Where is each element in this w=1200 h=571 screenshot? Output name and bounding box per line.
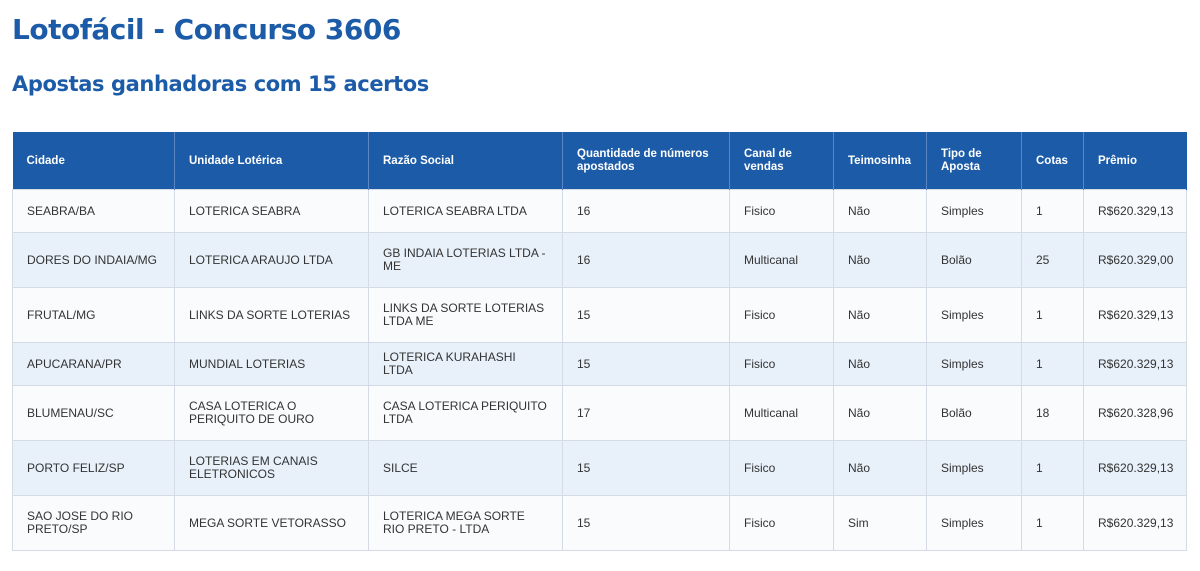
cell-unidade-loterica: MUNDIAL LOTERIAS bbox=[174, 342, 369, 386]
cell-canal-vendas: Fisico bbox=[729, 440, 834, 496]
cell-cidade: SAO JOSE DO RIO PRETO/SP bbox=[12, 495, 175, 551]
section-title: Apostas ganhadoras com 15 acertos bbox=[12, 72, 429, 96]
cell-razao-social: CASA LOTERICA PERIQUITO LTDA bbox=[368, 385, 563, 441]
cell-premio: R$620.329,13 bbox=[1083, 440, 1187, 496]
table-header: Cidade Unidade Lotérica Razão Social Qua… bbox=[12, 132, 1187, 190]
cell-cidade: SEABRA/BA bbox=[12, 189, 175, 233]
cell-cotas: 18 bbox=[1021, 385, 1084, 441]
cell-canal-vendas: Fisico bbox=[729, 495, 834, 551]
cell-cotas: 1 bbox=[1021, 189, 1084, 233]
header-row: Cidade Unidade Lotérica Razão Social Qua… bbox=[12, 132, 1187, 190]
table-row: PORTO FELIZ/SP LOTERIAS EM CANAIS ELETRO… bbox=[12, 440, 1187, 496]
cell-cidade: APUCARANA/PR bbox=[12, 342, 175, 386]
cell-canal-vendas: Fisico bbox=[729, 342, 834, 386]
cell-canal-vendas: Multicanal bbox=[729, 232, 834, 288]
cell-razao-social: SILCE bbox=[368, 440, 563, 496]
column-header-razao-social: Razão Social bbox=[368, 132, 563, 190]
cell-tipo-aposta: Simples bbox=[926, 495, 1022, 551]
cell-cotas: 1 bbox=[1021, 342, 1084, 386]
column-header-cidade: Cidade bbox=[12, 132, 175, 190]
cell-teimosinha: Sim bbox=[833, 495, 927, 551]
cell-unidade-loterica: MEGA SORTE VETORASSO bbox=[174, 495, 369, 551]
cell-unidade-loterica: LOTERIAS EM CANAIS ELETRONICOS bbox=[174, 440, 369, 496]
table-row: SAO JOSE DO RIO PRETO/SP MEGA SORTE VETO… bbox=[12, 495, 1187, 551]
cell-quantidade-numeros: 15 bbox=[562, 287, 730, 343]
cell-teimosinha: Não bbox=[833, 440, 927, 496]
cell-cidade: PORTO FELIZ/SP bbox=[12, 440, 175, 496]
cell-cotas: 1 bbox=[1021, 495, 1084, 551]
column-header-teimosinha: Teimosinha bbox=[833, 132, 927, 190]
cell-quantidade-numeros: 17 bbox=[562, 385, 730, 441]
cell-razao-social: LOTERICA MEGA SORTE RIO PRETO - LTDA bbox=[368, 495, 563, 551]
cell-teimosinha: Não bbox=[833, 342, 927, 386]
table-row: FRUTAL/MG LINKS DA SORTE LOTERIAS LINKS … bbox=[12, 287, 1187, 343]
cell-razao-social: LOTERICA KURAHASHI LTDA bbox=[368, 342, 563, 386]
winners-table-container: Cidade Unidade Lotérica Razão Social Qua… bbox=[12, 132, 1187, 551]
cell-unidade-loterica: LOTERICA SEABRA bbox=[174, 189, 369, 233]
cell-teimosinha: Não bbox=[833, 232, 927, 288]
cell-premio: R$620.329,13 bbox=[1083, 495, 1187, 551]
cell-teimosinha: Não bbox=[833, 287, 927, 343]
cell-razao-social: LINKS DA SORTE LOTERIAS LTDA ME bbox=[368, 287, 563, 343]
cell-quantidade-numeros: 16 bbox=[562, 232, 730, 288]
cell-quantidade-numeros: 15 bbox=[562, 440, 730, 496]
cell-tipo-aposta: Simples bbox=[926, 440, 1022, 496]
cell-unidade-loterica: LINKS DA SORTE LOTERIAS bbox=[174, 287, 369, 343]
column-header-unidade-loterica: Unidade Lotérica bbox=[174, 132, 369, 190]
cell-cotas: 25 bbox=[1021, 232, 1084, 288]
cell-quantidade-numeros: 15 bbox=[562, 342, 730, 386]
page-title: Lotofácil - Concurso 3606 bbox=[12, 13, 401, 46]
cell-unidade-loterica: CASA LOTERICA O PERIQUITO DE OURO bbox=[174, 385, 369, 441]
cell-tipo-aposta: Simples bbox=[926, 189, 1022, 233]
cell-premio: R$620.329,13 bbox=[1083, 342, 1187, 386]
column-header-canal-vendas: Canal de vendas bbox=[729, 132, 834, 190]
column-header-premio: Prêmio bbox=[1083, 132, 1187, 190]
table-row: DORES DO INDAIA/MG LOTERICA ARAUJO LTDA … bbox=[12, 232, 1187, 288]
cell-tipo-aposta: Simples bbox=[926, 287, 1022, 343]
column-header-cotas: Cotas bbox=[1021, 132, 1084, 190]
column-header-quantidade-numeros: Quantidade de números apostados bbox=[562, 132, 730, 190]
cell-cotas: 1 bbox=[1021, 440, 1084, 496]
cell-tipo-aposta: Bolão bbox=[926, 232, 1022, 288]
winners-table: Cidade Unidade Lotérica Razão Social Qua… bbox=[12, 132, 1187, 551]
table-row: APUCARANA/PR MUNDIAL LOTERIAS LOTERICA K… bbox=[12, 342, 1187, 386]
table-body: SEABRA/BA LOTERICA SEABRA LOTERICA SEABR… bbox=[12, 189, 1187, 551]
cell-tipo-aposta: Simples bbox=[926, 342, 1022, 386]
cell-teimosinha: Não bbox=[833, 189, 927, 233]
cell-quantidade-numeros: 15 bbox=[562, 495, 730, 551]
cell-premio: R$620.329,13 bbox=[1083, 287, 1187, 343]
cell-razao-social: LOTERICA SEABRA LTDA bbox=[368, 189, 563, 233]
table-row: BLUMENAU/SC CASA LOTERICA O PERIQUITO DE… bbox=[12, 385, 1187, 441]
cell-quantidade-numeros: 16 bbox=[562, 189, 730, 233]
cell-cidade: DORES DO INDAIA/MG bbox=[12, 232, 175, 288]
cell-premio: R$620.329,00 bbox=[1083, 232, 1187, 288]
cell-teimosinha: Não bbox=[833, 385, 927, 441]
cell-premio: R$620.328,96 bbox=[1083, 385, 1187, 441]
cell-razao-social: GB INDAIA LOTERIAS LTDA - ME bbox=[368, 232, 563, 288]
cell-tipo-aposta: Bolão bbox=[926, 385, 1022, 441]
cell-unidade-loterica: LOTERICA ARAUJO LTDA bbox=[174, 232, 369, 288]
cell-canal-vendas: Multicanal bbox=[729, 385, 834, 441]
table-row: SEABRA/BA LOTERICA SEABRA LOTERICA SEABR… bbox=[12, 189, 1187, 233]
cell-canal-vendas: Fisico bbox=[729, 189, 834, 233]
cell-premio: R$620.329,13 bbox=[1083, 189, 1187, 233]
cell-cotas: 1 bbox=[1021, 287, 1084, 343]
column-header-tipo-aposta: Tipo de Aposta bbox=[926, 132, 1022, 190]
cell-canal-vendas: Fisico bbox=[729, 287, 834, 343]
cell-cidade: BLUMENAU/SC bbox=[12, 385, 175, 441]
cell-cidade: FRUTAL/MG bbox=[12, 287, 175, 343]
